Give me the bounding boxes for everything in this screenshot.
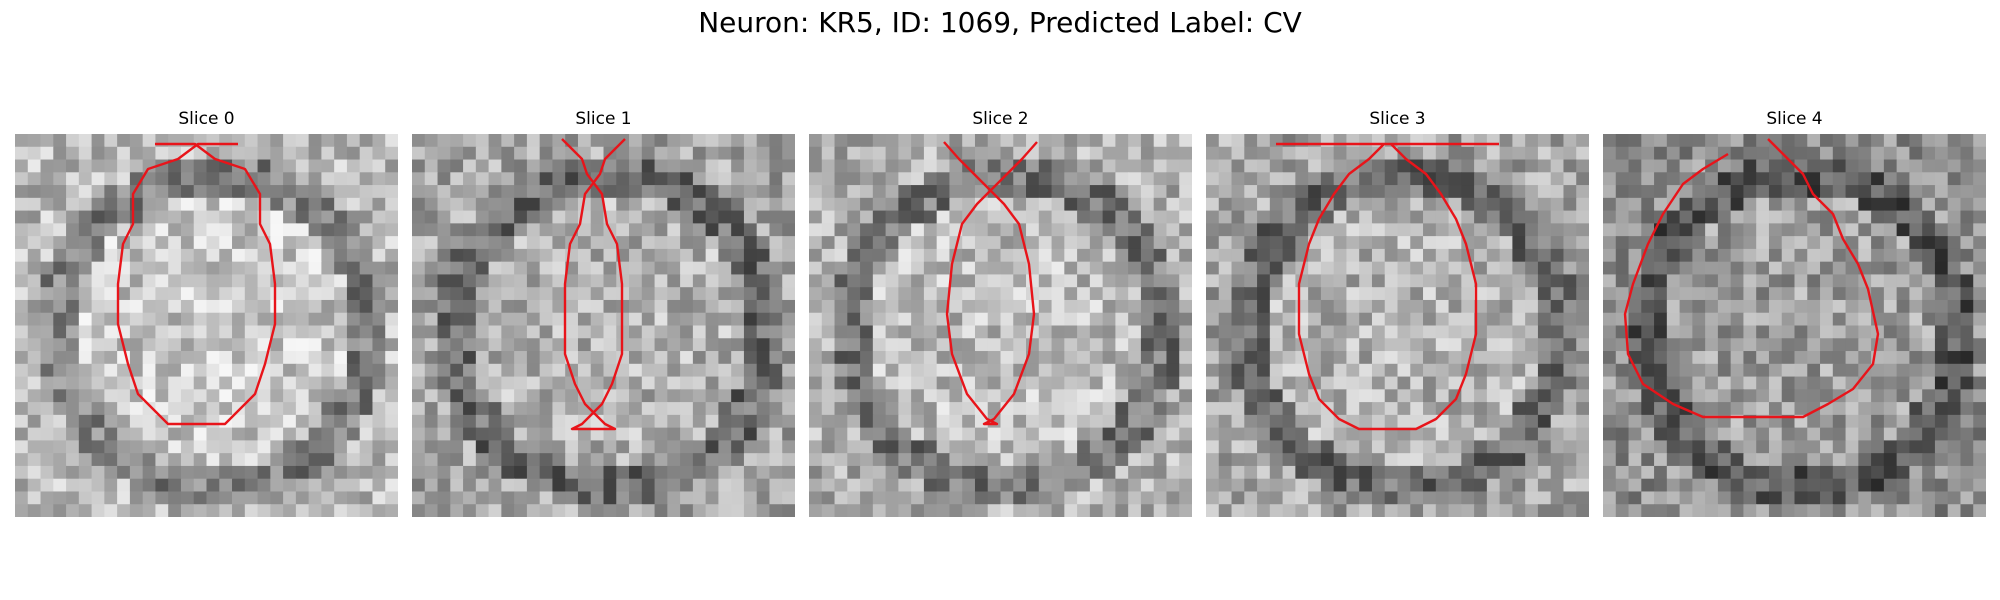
pixel-grid <box>412 134 795 517</box>
contour-outline <box>561 138 626 431</box>
slice-title-2: Slice 2 <box>972 109 1029 129</box>
pixel-grid <box>1603 134 1986 517</box>
slice-image-0 <box>15 134 398 517</box>
slice-title-1: Slice 1 <box>575 109 632 129</box>
slice-title-4: Slice 4 <box>1766 109 1823 129</box>
slice-panel-4: Slice 4 <box>1603 108 1986 517</box>
pixel-grid <box>15 134 398 517</box>
slice-image-2 <box>809 134 1192 517</box>
contour-outline <box>1276 142 1499 431</box>
slice-panel-0: Slice 0 <box>15 108 398 517</box>
contour-outline <box>116 142 277 426</box>
slice-panel-1: Slice 1 <box>412 108 795 517</box>
slice-panel-3: Slice 3 <box>1206 108 1589 517</box>
slice-image-3 <box>1206 134 1589 517</box>
slice-panel-2: Slice 2 <box>809 108 1192 517</box>
contour-outline <box>1623 138 1880 419</box>
figure-title: Neuron: KR5, ID: 1069, Predicted Label: … <box>698 6 1302 39</box>
slice-image-1 <box>412 134 795 517</box>
pixel-grid <box>809 134 1192 517</box>
slice-image-4 <box>1603 134 1986 517</box>
pixel-grid <box>1206 134 1589 517</box>
slice-title-3: Slice 3 <box>1369 109 1426 129</box>
contour-outline <box>943 141 1038 426</box>
slice-title-0: Slice 0 <box>178 109 235 129</box>
